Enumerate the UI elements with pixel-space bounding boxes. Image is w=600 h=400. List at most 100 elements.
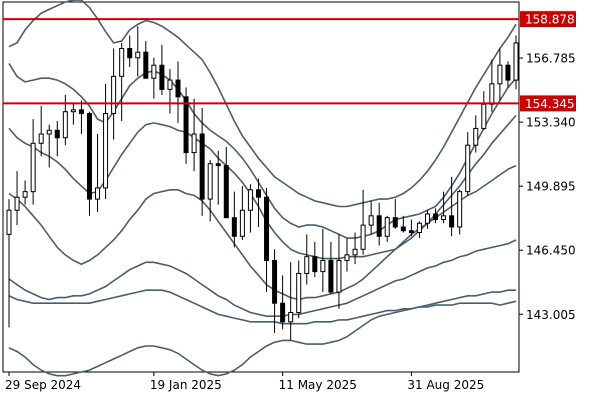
candle-body-up: [489, 83, 495, 105]
candle: [352, 232, 358, 265]
y-tick-label: 156.785: [526, 52, 576, 66]
candle-body-up: [119, 47, 125, 77]
candle-body-down: [505, 64, 511, 81]
candle: [328, 241, 334, 294]
candle: [360, 189, 366, 255]
candle: [264, 187, 270, 293]
candle: [255, 178, 261, 227]
candle-body-up: [416, 222, 422, 234]
candle-body-up: [320, 259, 326, 273]
candle: [127, 35, 133, 68]
candle: [191, 98, 197, 172]
candle-body-up: [368, 215, 374, 226]
candle-body-down: [376, 215, 382, 237]
candle-body-up: [30, 142, 36, 193]
candle: [135, 26, 141, 77]
candle-body-up: [14, 196, 20, 211]
candle: [231, 191, 237, 248]
candle: [473, 115, 479, 153]
candle-body-down: [175, 79, 181, 98]
candle-body-down: [231, 217, 237, 237]
candle-body-up: [207, 163, 213, 200]
candle: [280, 275, 286, 330]
candle-body-up: [46, 129, 52, 135]
candle-body-down: [264, 196, 270, 261]
candle-body-up: [95, 187, 101, 200]
indicator-line-7: [8, 289, 516, 377]
candle-body-down: [433, 213, 439, 221]
candle-body-up: [513, 42, 519, 81]
candle: [416, 221, 422, 239]
candle: [296, 260, 302, 319]
candle-body-up: [191, 133, 197, 154]
candle-body-down: [54, 129, 60, 139]
indicator-line-5: [8, 239, 517, 318]
candle: [199, 107, 205, 216]
candle-body-down: [199, 133, 205, 200]
candle: [239, 186, 245, 240]
x-tick-label: 31 Aug 2025: [407, 378, 484, 392]
candle-body-down: [127, 47, 133, 59]
candle: [223, 147, 229, 219]
candle-body-up: [135, 51, 141, 59]
candle: [215, 150, 221, 205]
candle: [497, 48, 503, 101]
candle: [54, 120, 60, 157]
candle: [424, 210, 430, 229]
candle: [38, 106, 44, 157]
indicator-line-4: [8, 164, 517, 301]
candle: [336, 234, 342, 309]
candle: [143, 41, 149, 79]
candle-body-down: [86, 113, 92, 200]
candle-body-up: [384, 217, 390, 237]
candle: [6, 199, 12, 328]
candle: [95, 134, 101, 213]
candle: [86, 111, 92, 216]
candle: [151, 57, 157, 99]
x-tick-label: 29 Sep 2024: [5, 378, 81, 392]
candle-body-up: [304, 256, 310, 274]
candle: [449, 176, 455, 237]
level-label: 154.345: [525, 97, 575, 111]
candle: [70, 102, 76, 125]
candle: [14, 171, 20, 226]
candle-body-down: [159, 64, 165, 90]
candle-body-up: [344, 254, 350, 261]
candle: [304, 234, 310, 285]
candle: [111, 48, 117, 140]
candle-body-down: [449, 215, 455, 228]
indicator-lines: [8, 0, 517, 377]
candle-body-up: [481, 103, 487, 129]
candles: [6, 26, 519, 341]
candle-body-down: [223, 165, 229, 219]
candle: [441, 191, 447, 224]
candle-body-down: [78, 109, 84, 115]
candle: [247, 184, 253, 233]
candle: [505, 61, 511, 88]
candle-body-up: [360, 224, 366, 250]
candle-body-down: [408, 230, 414, 234]
horizontal-levels: 158.878 154.345: [3, 11, 576, 112]
candle-body-down: [328, 259, 334, 293]
candle-body-down: [400, 226, 406, 232]
candle-body-down: [255, 189, 261, 198]
candle-body-up: [6, 209, 12, 235]
level-label: 158.878: [525, 13, 575, 27]
candle-body-up: [111, 75, 117, 115]
candle: [433, 208, 439, 224]
candle-body-down: [215, 163, 221, 167]
candle-body-up: [424, 213, 430, 224]
candle: [30, 119, 36, 205]
indicator-line-3: [8, 114, 517, 260]
candle-body-up: [457, 191, 463, 228]
candle: [183, 87, 189, 164]
candle-body-up: [151, 64, 157, 79]
candle: [368, 200, 374, 235]
candle: [513, 35, 519, 90]
y-tick-label: 143.005: [526, 308, 576, 322]
candle-body-up: [352, 248, 358, 256]
candle-body-down: [312, 256, 318, 273]
candle: [288, 262, 294, 341]
